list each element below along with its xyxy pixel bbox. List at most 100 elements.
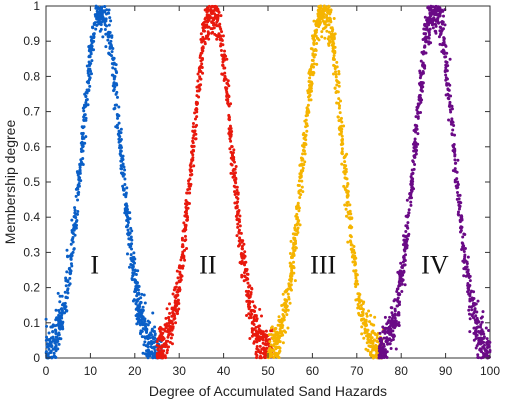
data-point xyxy=(312,19,316,23)
data-point xyxy=(79,160,83,164)
data-point xyxy=(136,304,140,308)
data-point xyxy=(248,284,252,288)
data-point xyxy=(73,215,77,219)
data-point xyxy=(340,147,344,151)
data-point xyxy=(190,144,194,148)
data-point xyxy=(405,198,409,202)
data-point xyxy=(305,129,309,133)
data-point xyxy=(409,200,413,204)
data-point xyxy=(191,125,195,129)
data-point xyxy=(354,269,358,273)
data-point xyxy=(126,221,130,224)
series-I xyxy=(44,4,163,360)
data-point xyxy=(424,24,428,28)
data-point xyxy=(470,308,474,312)
data-point xyxy=(383,331,387,335)
data-point xyxy=(47,331,51,335)
data-point xyxy=(116,113,120,117)
x-tick-label: 60 xyxy=(306,364,320,378)
data-point xyxy=(259,332,263,336)
data-point xyxy=(283,298,287,302)
data-point xyxy=(93,21,97,25)
data-point xyxy=(89,50,93,54)
data-point xyxy=(138,323,142,327)
data-point xyxy=(79,179,83,183)
data-point xyxy=(78,169,82,173)
data-point xyxy=(101,18,105,22)
data-point xyxy=(228,147,232,151)
data-point xyxy=(307,80,311,84)
data-point xyxy=(448,108,452,112)
data-point xyxy=(230,145,234,149)
data-point xyxy=(283,305,287,309)
data-point xyxy=(205,10,209,14)
data-point xyxy=(390,306,394,310)
data-point xyxy=(296,183,300,187)
data-point xyxy=(79,163,83,167)
data-point xyxy=(44,317,48,321)
data-point xyxy=(432,16,436,20)
data-point xyxy=(385,339,389,343)
data-point xyxy=(403,263,407,267)
data-point xyxy=(75,223,79,227)
data-point xyxy=(60,311,64,315)
data-point xyxy=(70,230,74,234)
data-point xyxy=(429,41,433,45)
data-point xyxy=(205,24,209,28)
data-point xyxy=(277,355,281,359)
data-point xyxy=(414,152,418,156)
data-point xyxy=(99,10,103,14)
data-point xyxy=(286,287,290,291)
data-point xyxy=(479,342,483,346)
data-point xyxy=(329,9,333,13)
data-point xyxy=(281,324,285,328)
data-point xyxy=(321,11,325,15)
data-point xyxy=(444,78,448,82)
data-point xyxy=(451,128,455,132)
x-axis-title: Degree of Accumulated Sand Hazards xyxy=(149,383,387,399)
data-point xyxy=(327,35,331,39)
data-point xyxy=(378,344,382,348)
data-point xyxy=(180,253,184,257)
data-point xyxy=(480,330,484,334)
data-point xyxy=(115,95,119,99)
data-point xyxy=(171,314,175,318)
data-point xyxy=(335,60,339,64)
data-point xyxy=(264,355,268,359)
data-point xyxy=(457,207,461,211)
data-point xyxy=(299,156,303,160)
data-point xyxy=(438,42,442,46)
data-point xyxy=(437,35,441,39)
data-point xyxy=(268,340,272,344)
data-point xyxy=(427,30,431,34)
data-point xyxy=(167,345,171,349)
data-point xyxy=(263,350,267,354)
data-point xyxy=(235,191,239,195)
data-point xyxy=(442,14,445,18)
data-point xyxy=(385,355,389,359)
data-point xyxy=(288,252,292,256)
data-point xyxy=(240,251,244,255)
data-point xyxy=(254,352,258,356)
data-point xyxy=(117,129,121,133)
data-point xyxy=(232,173,236,177)
data-point xyxy=(444,76,448,80)
data-point xyxy=(245,272,249,276)
data-point xyxy=(179,258,183,262)
data-point xyxy=(342,170,346,174)
data-point xyxy=(49,349,53,353)
data-point xyxy=(244,278,248,282)
data-point xyxy=(201,26,205,30)
data-point xyxy=(380,351,384,355)
data-point xyxy=(86,89,90,93)
data-point xyxy=(434,24,438,28)
data-point xyxy=(332,54,336,58)
data-point xyxy=(116,126,120,130)
data-point xyxy=(280,317,284,321)
data-point xyxy=(400,282,404,286)
data-point xyxy=(73,206,77,210)
data-point xyxy=(413,137,417,141)
data-point xyxy=(69,262,73,266)
data-point xyxy=(106,38,110,42)
data-point xyxy=(486,340,490,344)
